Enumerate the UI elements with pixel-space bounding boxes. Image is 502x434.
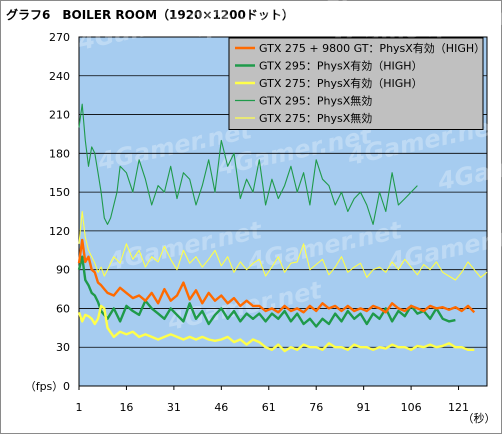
legend-label: GTX 275：PhysX有効（HIGH）: [259, 76, 423, 90]
series-layer: [77, 103, 488, 353]
x-tick-label: 31: [167, 401, 181, 414]
y-axis-label: （fps）: [25, 380, 64, 393]
y-tick-label: 0: [63, 380, 70, 393]
legend-label: GTX 295：PhysX有効（HIGH）: [259, 59, 423, 73]
series-line-5: [78, 210, 488, 281]
legend-label: GTX 275：PhysX無効: [259, 111, 372, 125]
legend-label: GTX 275 + 9800 GT：PhysX有効（HIGH）: [259, 41, 485, 55]
y-tick-label: 60: [56, 302, 70, 315]
legend-label: GTX 295：PhysX無効: [259, 94, 372, 108]
y-tick-label: 270: [49, 31, 70, 44]
y-tick-label: 120: [49, 225, 70, 238]
y-tick-label: 210: [49, 109, 70, 122]
x-tick-label: 91: [357, 401, 371, 414]
y-tick-label: 240: [49, 70, 70, 83]
x-tick-label: 16: [119, 401, 133, 414]
y-tick-label: 180: [49, 147, 70, 160]
x-tick-label: 121: [448, 401, 469, 414]
series-line-4: [78, 103, 418, 225]
legend: GTX 275 + 9800 GT：PhysX有効（HIGH） GTX 295：P…: [228, 37, 485, 130]
x-tick-label: 76: [309, 401, 323, 414]
x-tick-label: 1: [76, 401, 83, 414]
y-tick-label: 150: [49, 186, 70, 199]
axes: 0 30 60 90 120 150 180 210 240 270 1 16 31 46 61 76 91 10…: [25, 31, 496, 425]
series-line-1: [77, 238, 476, 314]
y-tick-label: 30: [56, 341, 70, 354]
chart-title: グラフ6 BOILER ROOM（1920×1200ドット）: [6, 8, 294, 22]
series-line-2: [77, 255, 456, 328]
x-tick-label: 106: [401, 401, 422, 414]
x-tick-label: 61: [262, 401, 276, 414]
series-line-3: [77, 304, 475, 353]
y-tick-label: 90: [56, 264, 70, 277]
legend-box: [228, 37, 484, 130]
x-tick-label: 46: [214, 401, 228, 414]
x-axis-label: （秒）: [463, 411, 496, 425]
